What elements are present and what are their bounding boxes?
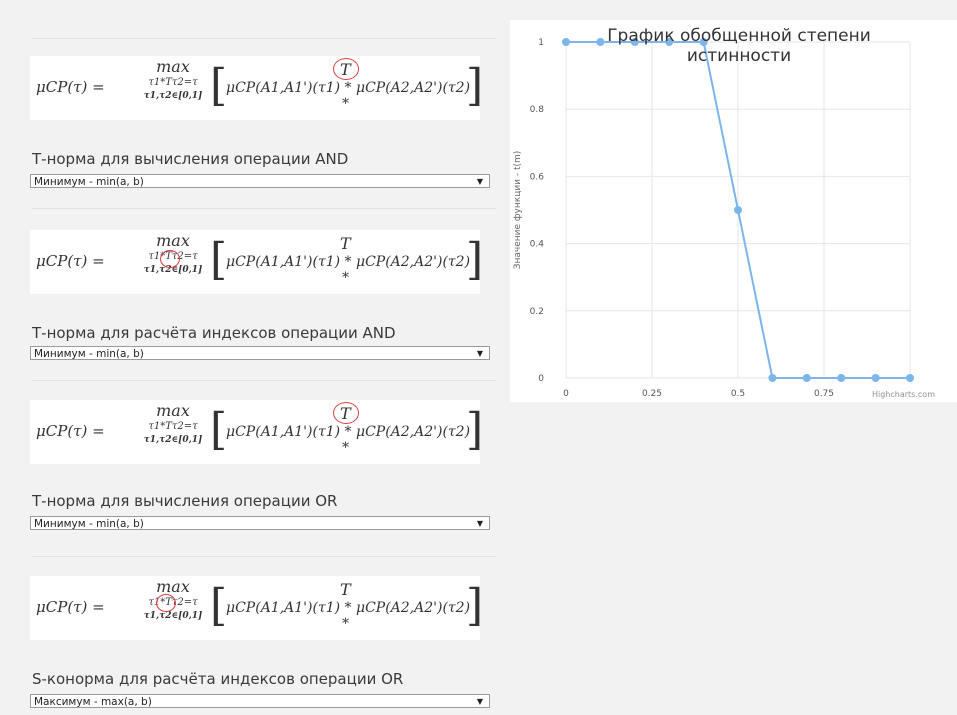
y-tick-label: 0.6 bbox=[530, 172, 545, 182]
x-tick-label: 0 bbox=[563, 389, 569, 399]
data-point bbox=[596, 38, 605, 46]
data-point bbox=[871, 374, 880, 382]
y-tick-label: 0 bbox=[538, 374, 544, 384]
formula-lhs: μCP(τ) = bbox=[36, 78, 105, 96]
chart-title: График обобщенной степени истинности bbox=[607, 26, 871, 66]
y-tick-label: 1 bbox=[538, 38, 544, 48]
tnorm-select[interactable]: Минимум - min(a, b) ▼ bbox=[30, 174, 490, 188]
data-point bbox=[734, 206, 742, 214]
truth-degree-chart: 0 0.2 0.4 0.6 0.8 1 0 0.25 0.5 0.75 Значение функц… bbox=[510, 20, 957, 402]
formula-image: μCP(τ) = max τ1*Tτ2=τ τ1,τ2∈[0,1] [ μCP(… bbox=[30, 576, 483, 640]
chart-svg: 0 0.2 0.4 0.6 0.8 1 0 0.25 0.5 0.75 Значение функц… bbox=[513, 38, 914, 399]
highcharts-credit[interactable]: Highcharts.com bbox=[872, 390, 935, 399]
divider bbox=[32, 556, 496, 557]
settings-panel: μCP(τ) = max τ1*Tτ2=τ τ1,τ2∈[0,1] [ μCP(… bbox=[14, 8, 496, 715]
data-point bbox=[906, 374, 914, 382]
or-sconorm-select[interactable]: Максимум - max(a, b) ▼ bbox=[30, 694, 490, 708]
highlight-circle bbox=[333, 402, 359, 424]
or-tnorm-select[interactable]: Минимум - min(a, b) ▼ bbox=[30, 516, 490, 530]
data-point bbox=[768, 374, 777, 382]
formula-image: μCP(τ) = max τ1*Tτ2=τ τ1,τ2∈[0,1] [ μCP(… bbox=[30, 56, 483, 120]
tnorm-index-select[interactable]: Минимум - min(a, b) ▼ bbox=[30, 346, 490, 360]
section-label: S-конорма для расчёта индексов операции … bbox=[32, 670, 404, 688]
x-tick-label: 0.25 bbox=[642, 389, 662, 399]
section-label: Т-норма для вычисления операции OR bbox=[32, 492, 338, 510]
highlight-circle bbox=[160, 250, 180, 268]
y-tick-label: 0.2 bbox=[530, 307, 544, 317]
chevron-down-icon: ▼ bbox=[476, 177, 483, 186]
y-tick-label: 0.8 bbox=[530, 105, 545, 115]
data-point bbox=[837, 374, 846, 382]
section-label: Т-норма для вычисления операции AND bbox=[32, 150, 349, 168]
data-point bbox=[630, 38, 639, 46]
formula-max: max τ1*Tτ2=τ τ1,τ2∈[0,1] bbox=[143, 57, 203, 102]
chevron-down-icon: ▼ bbox=[476, 697, 483, 706]
y-tick-label: 0.4 bbox=[530, 240, 545, 250]
data-point bbox=[699, 38, 708, 46]
section-label: Т-норма для расчёта индексов операции AN… bbox=[32, 324, 396, 342]
formula-image: μCP(τ) = max τ1*Tτ2=τ τ1,τ2∈[0,1] [ μCP(… bbox=[30, 400, 483, 464]
data-point bbox=[665, 38, 674, 46]
data-point bbox=[562, 38, 570, 46]
divider bbox=[32, 208, 496, 209]
formula-image: μCP(τ) = max τ1*Tτ2=τ τ1,τ2∈[0,1] [ μCP(… bbox=[30, 230, 483, 294]
chevron-down-icon: ▼ bbox=[476, 349, 483, 358]
formula-body: μCP(A1,A1')(τ1) * μCP(A2,A2')(τ2) bbox=[226, 80, 471, 96]
y-axis-title: Значение функции - t(m) bbox=[513, 151, 523, 270]
x-tick-label: 0.75 bbox=[814, 389, 834, 399]
data-point bbox=[802, 374, 811, 382]
highlight-circle bbox=[333, 58, 359, 80]
x-tick-label: 0.5 bbox=[731, 389, 745, 399]
divider bbox=[32, 38, 496, 39]
highlight-circle bbox=[156, 594, 176, 612]
divider bbox=[32, 380, 496, 381]
chevron-down-icon: ▼ bbox=[476, 519, 483, 528]
